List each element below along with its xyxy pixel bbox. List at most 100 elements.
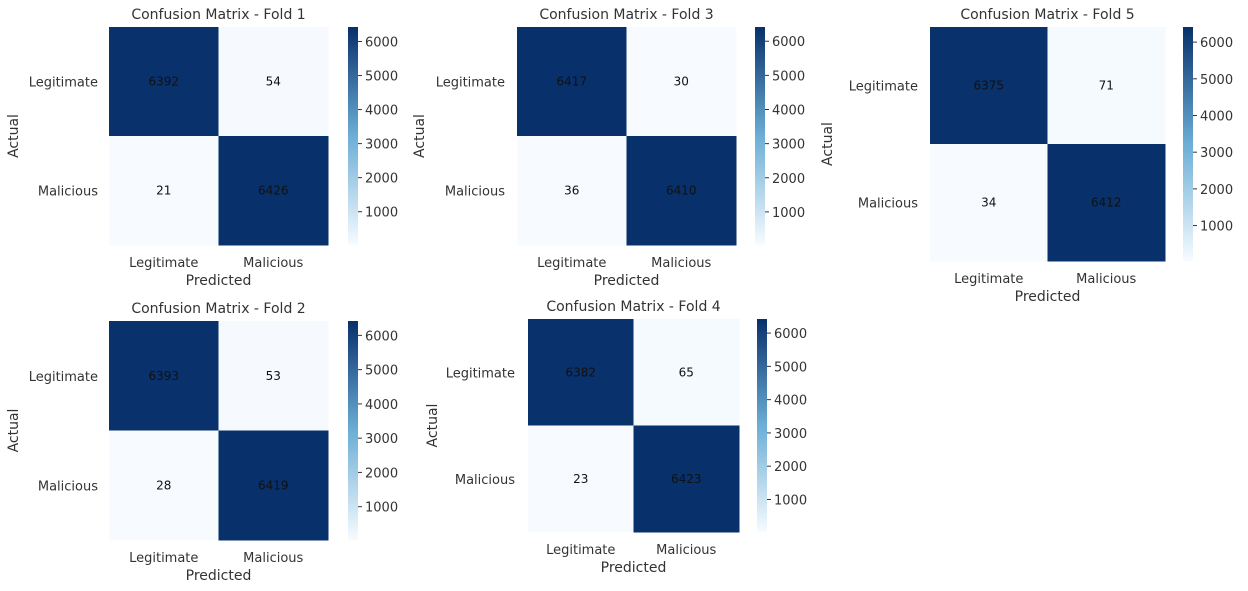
colorbar-tick-label: 3000 — [365, 432, 398, 447]
colorbar-tick-label: 5000 — [774, 360, 807, 375]
heatmap-cell — [930, 27, 1048, 145]
x-tick-label: Malicious — [651, 256, 711, 271]
y-tick-label: Malicious — [445, 185, 505, 200]
x-axis-label: Predicted — [601, 560, 667, 576]
y-axis-label: Actual — [425, 404, 441, 448]
cell-value-label: 6375 — [973, 79, 1004, 93]
y-tick-label: Malicious — [455, 473, 515, 488]
heatmap-cell — [218, 136, 329, 246]
y-axis-label: Actual — [6, 409, 22, 453]
cell-value-label: 30 — [674, 75, 689, 89]
heatmap-cell — [528, 319, 634, 426]
x-axis-label: Predicted — [594, 273, 660, 289]
x-tick-label: Malicious — [243, 551, 303, 566]
colorbar — [757, 319, 767, 532]
colorbar-tick-label: 2000 — [365, 172, 398, 187]
colorbar-tick-label: 4000 — [365, 104, 398, 119]
x-axis-label: Predicted — [1015, 289, 1081, 305]
confusion-matrix-panel: Confusion Matrix - Fold 2 6393 53 28 6419 Leg… — [6, 301, 398, 584]
cell-value-label: 36 — [564, 184, 579, 198]
y-tick-label: Malicious — [858, 197, 918, 212]
y-tick-label: Legitimate — [436, 76, 505, 91]
colorbar-tick-label: 2000 — [772, 172, 805, 187]
colorbar-tick-label: 6000 — [365, 329, 398, 344]
cell-value-label: 6393 — [148, 369, 179, 383]
confusion-matrix-panel: Confusion Matrix - Fold 4 6382 65 23 6423 Leg… — [425, 299, 807, 576]
heatmap-cell — [626, 27, 737, 137]
colorbar-tick-label: 1000 — [774, 493, 807, 508]
chart-title: Confusion Matrix - Fold 1 — [131, 7, 305, 23]
colorbar-tick-label: 2000 — [365, 466, 398, 481]
cell-value-label: 6419 — [258, 478, 289, 492]
colorbar-tick-label: 2000 — [774, 460, 807, 475]
colorbar-tick-label: 4000 — [1200, 109, 1233, 124]
colorbar-tick-label: 6000 — [1200, 36, 1233, 51]
y-axis-label: Actual — [412, 114, 428, 158]
colorbar-tick-label: 6000 — [772, 35, 805, 50]
cell-value-label: 54 — [266, 75, 281, 89]
y-axis-label: Actual — [6, 114, 22, 158]
colorbar-tick-label: 3000 — [365, 138, 398, 153]
colorbar-tick-label: 1000 — [772, 206, 805, 221]
heatmap-cell — [109, 136, 219, 246]
colorbar-tick-label: 2000 — [1200, 183, 1233, 198]
cell-value-label: 6392 — [148, 75, 179, 89]
colorbar-tick-label: 3000 — [1200, 146, 1233, 161]
chart-title: Confusion Matrix - Fold 2 — [131, 301, 305, 317]
colorbar — [755, 27, 765, 245]
heatmap-cell — [109, 321, 219, 431]
heatmap-cell — [109, 27, 219, 137]
colorbar-tick-label: 1000 — [365, 501, 398, 516]
colorbar-tick-label: 6000 — [774, 327, 807, 342]
cell-value-label: 6426 — [258, 184, 289, 198]
y-tick-label: Malicious — [38, 479, 98, 494]
heatmap-cell — [218, 27, 329, 137]
heatmap-cell — [109, 430, 219, 541]
confusion-matrix-panel: Confusion Matrix - Fold 1 6392 54 21 6426 Leg… — [6, 7, 398, 289]
y-tick-label: Malicious — [38, 185, 98, 200]
confusion-matrix-panel: Confusion Matrix - Fold 3 6417 30 36 6410 Leg… — [412, 7, 805, 289]
cell-value-label: 6382 — [565, 365, 596, 379]
colorbar — [348, 27, 358, 245]
colorbar-tick-label: 4000 — [774, 394, 807, 409]
confusion-matrix-panel: Confusion Matrix - Fold 5 6375 71 34 6412 Leg… — [820, 7, 1233, 305]
chart-title: Confusion Matrix - Fold 3 — [539, 7, 713, 23]
cell-value-label: 53 — [266, 369, 281, 383]
colorbar — [1183, 27, 1193, 261]
x-tick-label: Legitimate — [954, 272, 1023, 287]
heatmap-cell — [218, 321, 329, 431]
y-tick-label: Legitimate — [446, 366, 515, 381]
colorbar-tick-label: 1000 — [1200, 220, 1233, 235]
x-tick-label: Legitimate — [546, 543, 615, 558]
cell-value-label: 34 — [981, 196, 996, 210]
heatmap-cell — [1047, 27, 1166, 145]
heatmap-cell — [633, 319, 740, 426]
cell-value-label: 6417 — [556, 75, 587, 89]
x-tick-label: Malicious — [1076, 272, 1136, 287]
cell-value-label: 65 — [679, 365, 694, 379]
x-tick-label: Malicious — [243, 256, 303, 271]
colorbar-tick-label: 3000 — [772, 138, 805, 153]
colorbar-tick-label: 5000 — [1200, 73, 1233, 88]
colorbar-tick-label: 5000 — [365, 364, 398, 379]
cell-value-label: 23 — [573, 472, 588, 486]
heatmap-cell — [517, 27, 627, 137]
chart-title: Confusion Matrix - Fold 5 — [960, 7, 1134, 23]
cell-value-label: 21 — [156, 184, 171, 198]
heatmap-cell — [1047, 144, 1166, 262]
cell-value-label: 6412 — [1091, 196, 1122, 210]
x-tick-label: Legitimate — [129, 256, 198, 271]
colorbar-tick-label: 4000 — [365, 398, 398, 413]
colorbar — [348, 321, 358, 540]
heatmap-cell — [633, 425, 740, 533]
colorbar-tick-label: 4000 — [772, 103, 805, 118]
x-tick-label: Legitimate — [129, 551, 198, 566]
colorbar-tick-label: 5000 — [365, 70, 398, 85]
colorbar-tick-label: 1000 — [365, 206, 398, 221]
colorbar-tick-label: 6000 — [365, 35, 398, 50]
heatmap-cell — [218, 430, 329, 541]
heatmap-cell — [528, 425, 634, 533]
x-tick-label: Malicious — [656, 543, 716, 558]
cell-value-label: 28 — [156, 478, 171, 492]
